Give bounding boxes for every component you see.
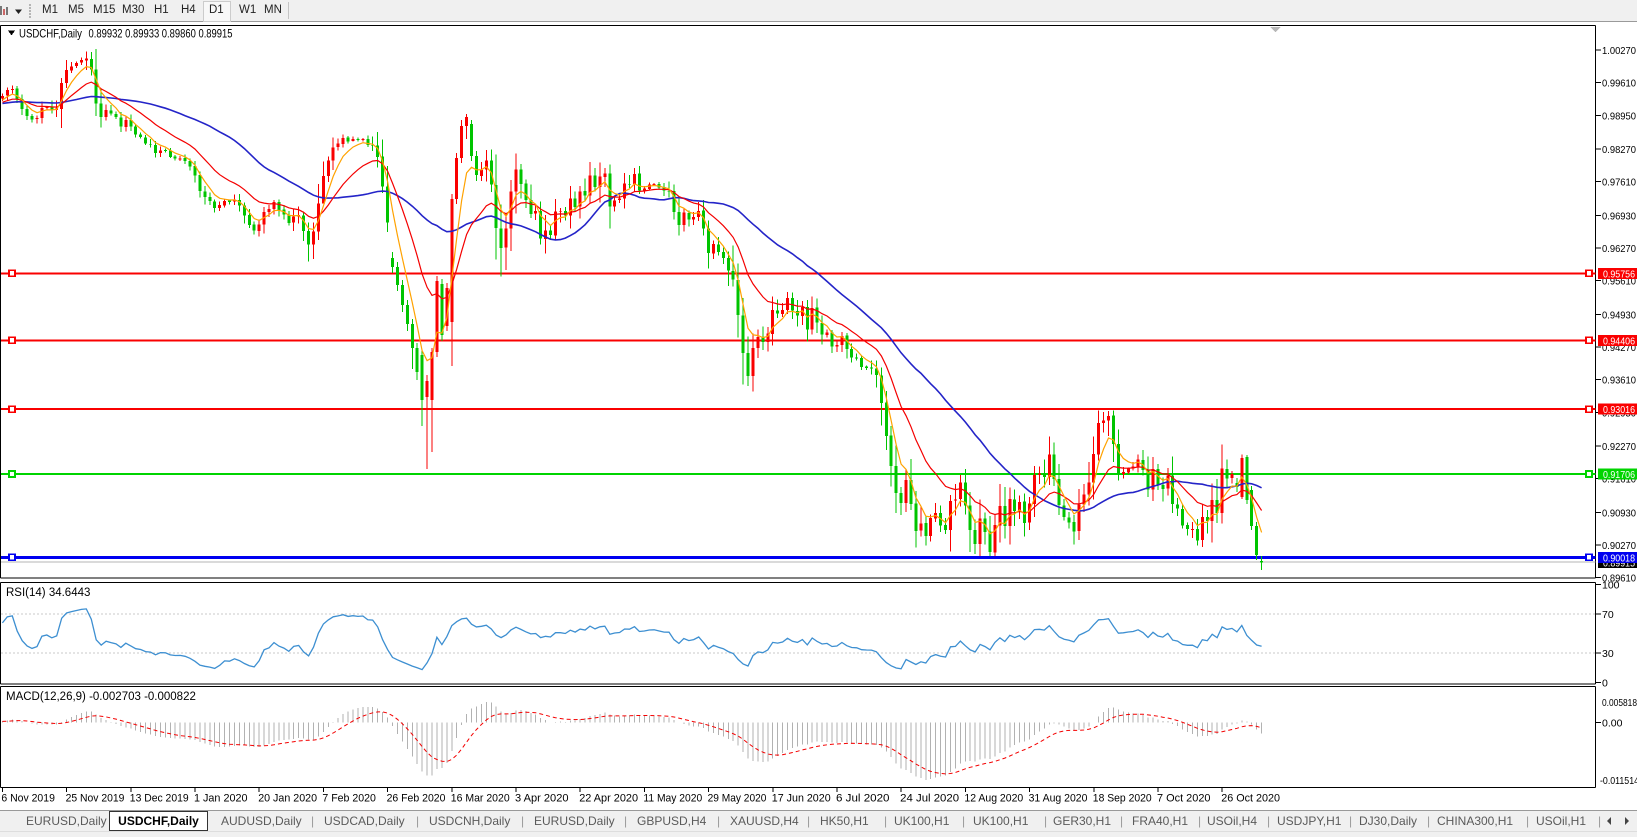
svg-text:0.91706: 0.91706 xyxy=(1603,469,1635,481)
svg-text:29 May 2020: 29 May 2020 xyxy=(708,793,767,805)
svg-text:0.98950: 0.98950 xyxy=(1602,110,1636,122)
svg-text:70: 70 xyxy=(1602,609,1614,621)
svg-text:17 Jun 2020: 17 Jun 2020 xyxy=(772,793,831,805)
svg-text:13 Dec 2019: 13 Dec 2019 xyxy=(130,793,189,805)
svg-text:30: 30 xyxy=(1602,648,1614,660)
svg-text:6 Nov 2019: 6 Nov 2019 xyxy=(1,793,55,805)
svg-text:26 Feb 2020: 26 Feb 2020 xyxy=(387,793,446,805)
svg-text:0.89610: 0.89610 xyxy=(1602,573,1636,585)
svg-text:0.90018: 0.90018 xyxy=(1603,552,1635,564)
svg-text:0.00: 0.00 xyxy=(1602,718,1623,730)
svg-text:0.93610: 0.93610 xyxy=(1602,375,1636,387)
svg-text:7 Oct 2020: 7 Oct 2020 xyxy=(1157,793,1211,805)
svg-text:20 Jan 2020: 20 Jan 2020 xyxy=(258,793,317,805)
svg-text:0.90930: 0.90930 xyxy=(1602,507,1636,519)
svg-text:22 Apr 2020: 22 Apr 2020 xyxy=(579,793,638,805)
svg-text:12 Aug 2020: 12 Aug 2020 xyxy=(964,793,1023,805)
svg-text:1.00270: 1.00270 xyxy=(1602,45,1636,57)
svg-text:0.97610: 0.97610 xyxy=(1602,177,1636,189)
svg-text:25 Nov 2019: 25 Nov 2019 xyxy=(66,793,125,805)
svg-text:0: 0 xyxy=(1602,678,1608,690)
svg-text:0.005818: 0.005818 xyxy=(1602,697,1637,709)
svg-text:0.96270: 0.96270 xyxy=(1602,243,1636,255)
svg-text:0.96930: 0.96930 xyxy=(1602,210,1636,222)
svg-text:0.92270: 0.92270 xyxy=(1602,441,1636,453)
svg-text:3 Apr 2020: 3 Apr 2020 xyxy=(515,793,569,805)
svg-text:24 Jul 2020: 24 Jul 2020 xyxy=(900,793,959,805)
svg-text:USDCHF,Daily: USDCHF,Daily xyxy=(19,27,82,41)
svg-text:0.94930: 0.94930 xyxy=(1602,309,1636,321)
svg-text:18 Sep 2020: 18 Sep 2020 xyxy=(1093,793,1152,805)
svg-text:0.90270: 0.90270 xyxy=(1602,540,1636,552)
svg-text:0.95756: 0.95756 xyxy=(1603,268,1635,280)
svg-text:1 Jan 2020: 1 Jan 2020 xyxy=(194,793,248,805)
svg-text:16 Mar 2020: 16 Mar 2020 xyxy=(451,793,510,805)
svg-text:MACD(12,26,9) -0.002703 -0.000: MACD(12,26,9) -0.002703 -0.000822 xyxy=(6,691,196,703)
svg-text:0.93016: 0.93016 xyxy=(1603,404,1635,416)
svg-text:0.94406: 0.94406 xyxy=(1603,335,1635,347)
svg-text:0.89932 0.89933 0.89860 0.8991: 0.89932 0.89933 0.89860 0.89915 xyxy=(89,27,233,41)
svg-text:7 Feb 2020: 7 Feb 2020 xyxy=(322,793,376,805)
svg-text:31 Aug 2020: 31 Aug 2020 xyxy=(1029,793,1088,805)
svg-text:11 May 2020: 11 May 2020 xyxy=(643,793,702,805)
svg-text:0.99610: 0.99610 xyxy=(1602,78,1636,90)
svg-text:100: 100 xyxy=(1602,579,1620,591)
svg-text:-0.011514: -0.011514 xyxy=(1600,775,1637,787)
svg-text:6 Jul 2020: 6 Jul 2020 xyxy=(836,793,890,805)
svg-text:0.98270: 0.98270 xyxy=(1602,144,1636,156)
svg-text:26 Oct 2020: 26 Oct 2020 xyxy=(1221,793,1280,805)
svg-text:RSI(14) 34.6443: RSI(14) 34.6443 xyxy=(6,587,90,599)
